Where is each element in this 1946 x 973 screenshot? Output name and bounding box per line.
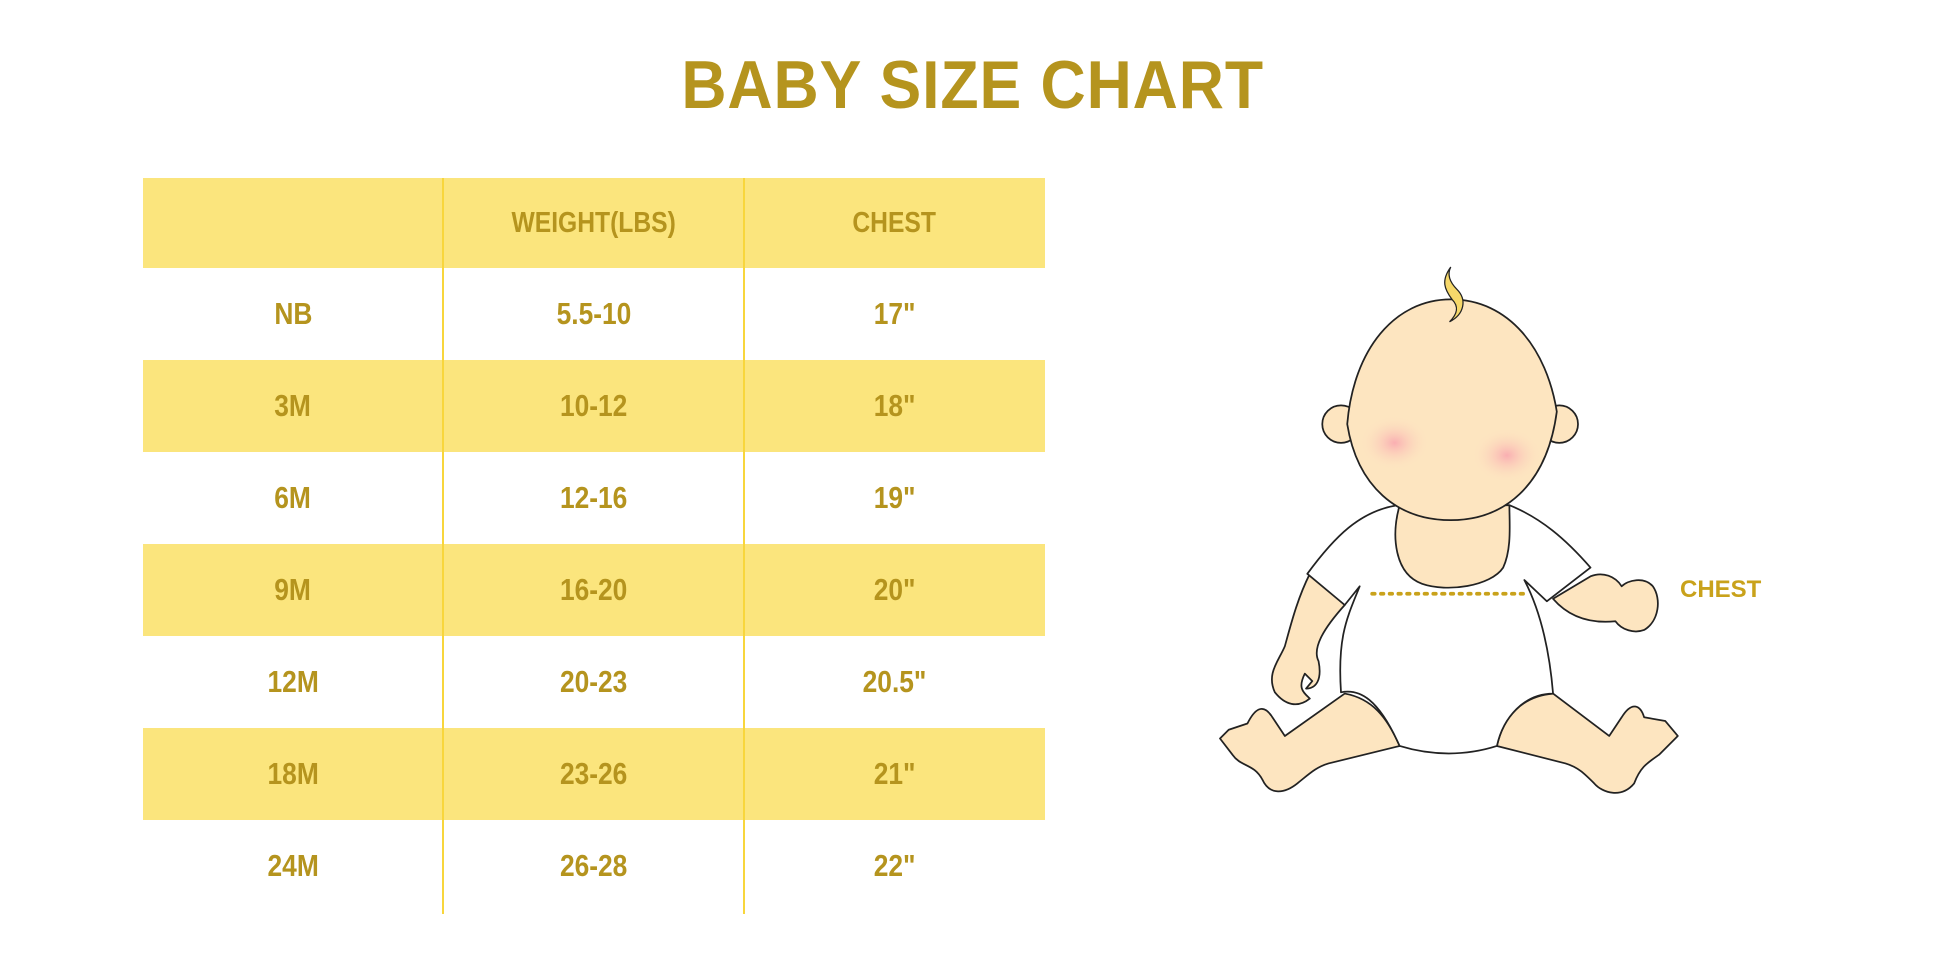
chest-cell: 20" xyxy=(873,572,916,607)
size-cell: 12M xyxy=(267,664,319,699)
table-row: 24M 26-28 22" xyxy=(143,820,1045,912)
table-row: 18M 23-26 21" xyxy=(143,728,1045,820)
weight-cell: 20-23 xyxy=(559,664,628,699)
chest-cell: 19" xyxy=(873,480,916,515)
chest-cell: 18" xyxy=(873,388,916,423)
chest-cell: 17" xyxy=(873,296,916,331)
weight-cell: 5.5-10 xyxy=(556,296,631,331)
size-cell: 6M xyxy=(274,480,312,515)
size-cell: 24M xyxy=(267,848,319,883)
column-divider xyxy=(743,178,745,914)
weight-cell: 23-26 xyxy=(559,756,628,791)
right-leg xyxy=(1496,692,1679,794)
chest-cell: 22" xyxy=(873,848,916,883)
table-header-row: WEIGHT(LBS) CHEST xyxy=(143,178,1045,268)
table-row: 9M 16-20 20" xyxy=(143,544,1045,636)
page-title: BABY SIZE CHART xyxy=(681,47,1265,123)
size-cell: 18M xyxy=(267,756,319,791)
left-cheek xyxy=(1359,415,1430,471)
chest-cell: 21" xyxy=(873,756,916,791)
column-divider xyxy=(442,178,444,914)
chest-cell: 20.5" xyxy=(862,664,927,699)
header-chest: CHEST xyxy=(852,206,937,239)
table-row: 3M 10-12 18" xyxy=(143,360,1045,452)
right-arm xyxy=(1552,573,1659,633)
weight-cell: 12-16 xyxy=(559,480,628,515)
size-table: WEIGHT(LBS) CHEST NB 5.5-10 17" 3M 10-12… xyxy=(143,178,1045,912)
hair-tuft-icon xyxy=(1444,266,1464,323)
left-arm xyxy=(1271,572,1346,706)
neck xyxy=(1394,504,1511,589)
table-row: 12M 20-23 20.5" xyxy=(143,636,1045,728)
right-cheek xyxy=(1471,427,1542,483)
weight-cell: 10-12 xyxy=(559,388,628,423)
weight-cell: 26-28 xyxy=(559,848,628,883)
table-row: NB 5.5-10 17" xyxy=(143,268,1045,360)
left-leg xyxy=(1219,692,1401,793)
onesie xyxy=(1306,504,1592,755)
table-row: 6M 12-16 19" xyxy=(143,452,1045,544)
header-weight: WEIGHT(LBS) xyxy=(511,206,676,239)
size-cell: NB xyxy=(273,296,313,331)
size-cell: 3M xyxy=(274,388,312,423)
size-cell: 9M xyxy=(274,572,312,607)
weight-cell: 16-20 xyxy=(559,572,628,607)
head xyxy=(1346,298,1558,522)
chest-label: CHEST xyxy=(1680,576,1762,603)
